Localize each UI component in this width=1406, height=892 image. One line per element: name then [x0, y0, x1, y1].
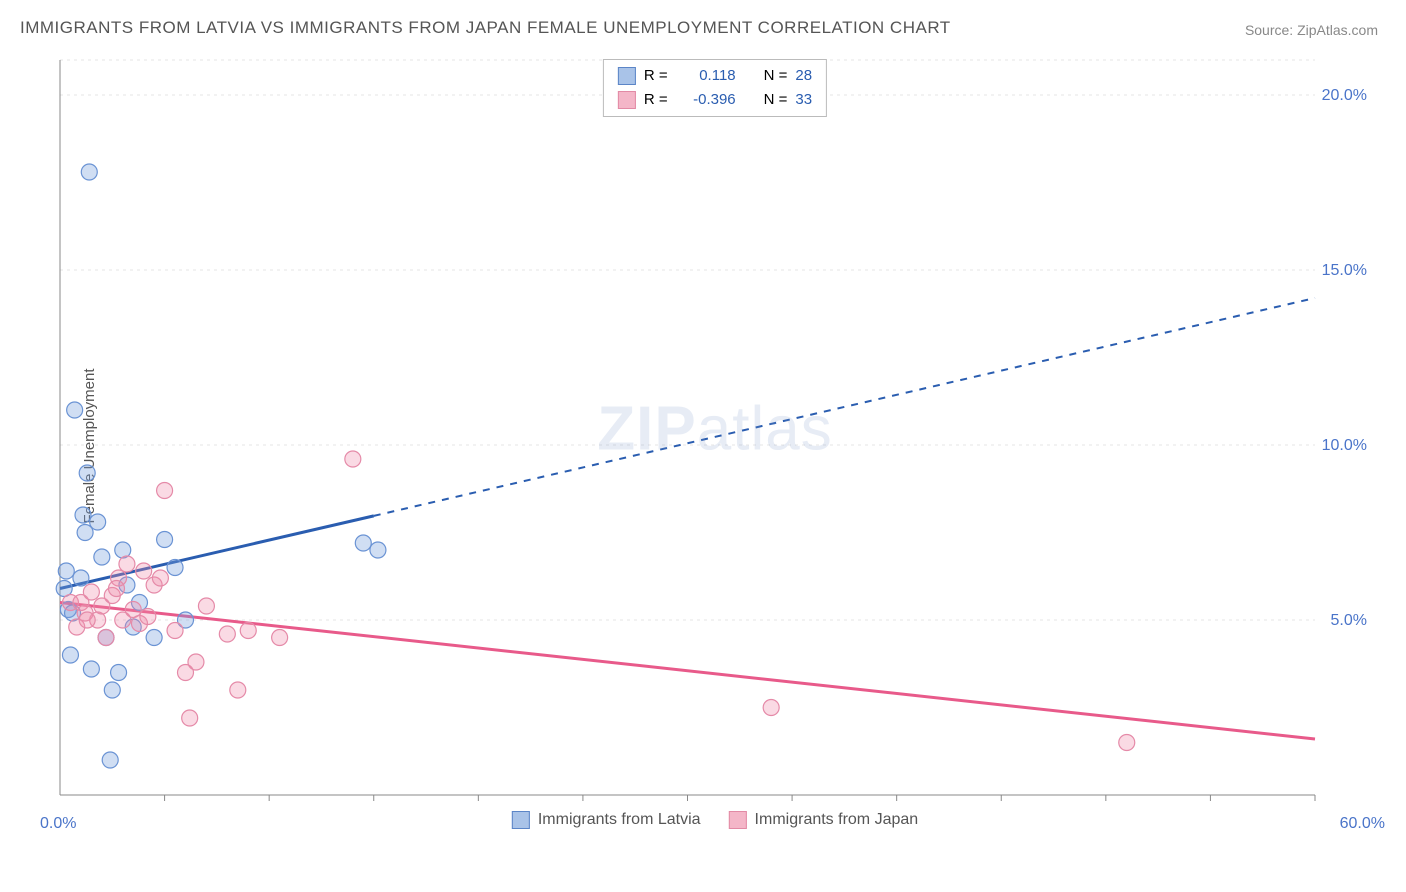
svg-text:5.0%: 5.0%	[1331, 612, 1367, 629]
chart-title: IMMIGRANTS FROM LATVIA VS IMMIGRANTS FRO…	[20, 18, 951, 38]
svg-text:15.0%: 15.0%	[1322, 262, 1367, 279]
x-max-label: 60.0%	[1340, 815, 1385, 833]
series-legend: Immigrants from Latvia Immigrants from J…	[512, 811, 918, 829]
series-name-japan: Immigrants from Japan	[755, 811, 919, 829]
scatter-chart: 5.0% 10.0% 15.0% 20.0%	[55, 55, 1375, 835]
r-label: R =	[644, 88, 668, 112]
legend-item-latvia: Immigrants from Latvia	[512, 811, 701, 829]
r-value-japan: -0.396	[676, 88, 736, 112]
x-origin-label: 0.0%	[40, 815, 76, 833]
n-value-latvia: 28	[795, 64, 812, 88]
r-label: R =	[644, 64, 668, 88]
swatch-japan	[618, 91, 636, 109]
svg-text:10.0%: 10.0%	[1322, 437, 1367, 454]
source-label: Source: ZipAtlas.com	[1245, 22, 1378, 38]
plot-area: 5.0%10.0%15.0%20.0% ZIPatlas R = 0.118 N…	[55, 55, 1375, 835]
n-value-japan: 33	[795, 88, 812, 112]
swatch-latvia-b	[512, 811, 530, 829]
n-label: N =	[764, 88, 788, 112]
legend-row-japan: R = -0.396 N = 33	[618, 88, 812, 112]
svg-text:20.0%: 20.0%	[1322, 87, 1367, 104]
series-name-latvia: Immigrants from Latvia	[538, 811, 701, 829]
r-value-latvia: 0.118	[676, 64, 736, 88]
swatch-japan-b	[729, 811, 747, 829]
correlation-legend: R = 0.118 N = 28 R = -0.396 N = 33	[603, 59, 827, 117]
legend-item-japan: Immigrants from Japan	[729, 811, 919, 829]
swatch-latvia	[618, 67, 636, 85]
legend-row-latvia: R = 0.118 N = 28	[618, 64, 812, 88]
n-label: N =	[764, 64, 788, 88]
